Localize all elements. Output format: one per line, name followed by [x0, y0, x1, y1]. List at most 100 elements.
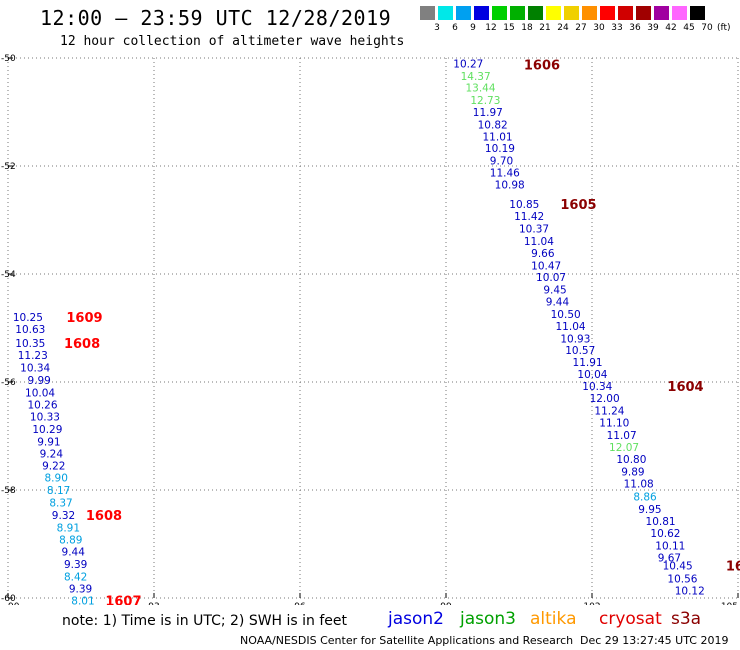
color-tick-label: 30	[593, 23, 605, 33]
swh-value-label: 11.10	[599, 418, 629, 430]
color-tick-label: 36	[629, 23, 641, 33]
color-tick-label: 27	[575, 23, 587, 33]
x-tick-label: 93	[148, 602, 159, 605]
pass-number-label: 1604	[667, 380, 703, 395]
swh-value-label: 13.44	[465, 83, 495, 95]
swh-value-label: 11.97	[473, 107, 503, 119]
swh-value-label: 9.95	[638, 504, 661, 516]
credit-line: NOAA/NESDIS Center for Satellite Applica…	[240, 634, 574, 647]
swh-value-label: 10.81	[646, 516, 676, 528]
color-swatch	[636, 6, 651, 20]
swh-value-label: 10.04	[25, 387, 55, 399]
color-swatch	[474, 6, 489, 20]
swh-value-label: 8.17	[47, 485, 70, 497]
color-swatch	[492, 6, 507, 20]
pass-number-label: 1608	[64, 337, 100, 352]
color-swatch	[438, 6, 453, 20]
swh-value-label: 9.32	[52, 510, 75, 522]
swh-value-label: 9.67	[658, 553, 681, 565]
swh-value-label: 12.07	[609, 442, 639, 454]
swh-value-label: 11.08	[624, 479, 654, 491]
swh-value-label: 8.89	[59, 535, 82, 547]
swh-value-label: 10.45	[663, 561, 693, 573]
x-tick-label: 90	[8, 602, 20, 605]
swh-value-label: 10.56	[667, 574, 697, 586]
swh-value-label: 10.98	[495, 179, 525, 191]
swh-value-label: 11.07	[607, 430, 637, 442]
color-swatch	[618, 6, 633, 20]
swh-value-label: 12.00	[590, 393, 620, 405]
y-tick-label: -52	[1, 162, 16, 172]
color-tick-label: 33	[611, 23, 623, 33]
x-tick-label: 105	[721, 602, 738, 605]
color-tick-label: 24	[557, 23, 569, 33]
swh-value-label: 11.42	[514, 211, 544, 223]
color-tick-label: 70	[701, 23, 713, 33]
color-swatch	[564, 6, 579, 20]
swh-value-label: 8.37	[49, 497, 72, 509]
swh-value-label: 9.44	[546, 297, 570, 309]
swh-value-label: 9.70	[490, 156, 513, 168]
y-tick-label: -54	[1, 270, 16, 280]
color-tick-label: 3	[434, 23, 440, 33]
y-tick-label: -56	[1, 378, 16, 388]
swh-value-label: 10.85	[509, 199, 539, 211]
pass-annotations: 1606 1605 1604 160 1609 1608 1608 1607	[64, 58, 740, 605]
color-swatch	[456, 6, 471, 20]
color-tick-label: 9	[470, 23, 476, 33]
pass-number-label: 1609	[66, 311, 102, 326]
swh-value-label: 8.86	[633, 491, 657, 503]
swh-value-label: 12.73	[470, 95, 500, 107]
color-swatch	[600, 6, 615, 20]
y-tick-label: -50	[1, 54, 16, 64]
swh-value-label: 8.90	[45, 473, 68, 485]
legend-s3a: s3a	[671, 609, 702, 629]
swh-value-label: 9.39	[69, 583, 92, 595]
swh-value-label: 11.23	[18, 350, 48, 362]
swh-value-label: 10.27	[453, 58, 483, 70]
pass-number-label: 1606	[524, 58, 560, 73]
wave-height-plot: 90 93 96 99 102 105 -50 -52 -54 -56 -58 -60 10.2714…	[1, 54, 740, 605]
color-scale-unit: (ft)	[717, 23, 731, 33]
color-tick-label: 42	[665, 23, 677, 33]
swh-value-label: 11.46	[490, 167, 520, 179]
pass-number-label: 1608	[86, 509, 122, 524]
swh-value-label: 11.04	[524, 236, 554, 248]
swh-value-label: 14.37	[461, 71, 491, 83]
swh-value-label: 9.24	[40, 448, 64, 460]
swh-value-label: 8.01	[71, 596, 94, 605]
swh-value-label: 9.66	[531, 248, 555, 260]
color-tick-label: 18	[521, 23, 533, 33]
swh-value-label: 10.34	[20, 362, 50, 374]
swh-value-label: 10.11	[655, 541, 685, 553]
swh-value-label: 10.93	[560, 333, 590, 345]
legend-cryosat: cryosat	[599, 609, 662, 629]
color-swatch	[654, 6, 669, 20]
color-tick-label: 15	[503, 23, 515, 33]
swh-value-label: 10.26	[27, 400, 57, 412]
color-tick-label: 6	[452, 23, 458, 33]
color-swatch	[546, 6, 561, 20]
swh-value-label: 10.35	[15, 338, 45, 350]
pass-number-label: 1605	[560, 198, 596, 213]
swh-value-label: 11.91	[573, 357, 603, 369]
swh-value-label: 10.47	[531, 260, 561, 272]
swh-value-label: 10.80	[616, 454, 646, 466]
swh-value-label: 10.34	[582, 381, 612, 393]
axis-ticks: 90 93 96 99 102 105 -50 -52 -54 -56 -58 -60	[1, 54, 739, 605]
data-labels: 10.2714.3713.4412.7311.9710.8211.0110.19…	[13, 58, 705, 605]
color-tick-label: 21	[539, 23, 551, 33]
color-swatch	[528, 6, 543, 20]
chart-subtitle: 12 hour collection of altimeter wave hei…	[60, 34, 405, 49]
color-swatch	[582, 6, 597, 20]
grid-lines	[7, 57, 739, 599]
color-tick-label: 12	[485, 23, 497, 33]
swh-value-label: 10.19	[485, 143, 515, 155]
swh-value-label: 10.62	[650, 528, 680, 540]
legend-jason2: jason2	[388, 609, 444, 629]
swh-value-label: 11.04	[556, 321, 586, 333]
legend-altika: altika	[530, 609, 577, 629]
swh-value-label: 9.99	[27, 375, 50, 387]
color-swatch	[690, 6, 705, 20]
swh-value-label: 10.25	[13, 312, 43, 324]
